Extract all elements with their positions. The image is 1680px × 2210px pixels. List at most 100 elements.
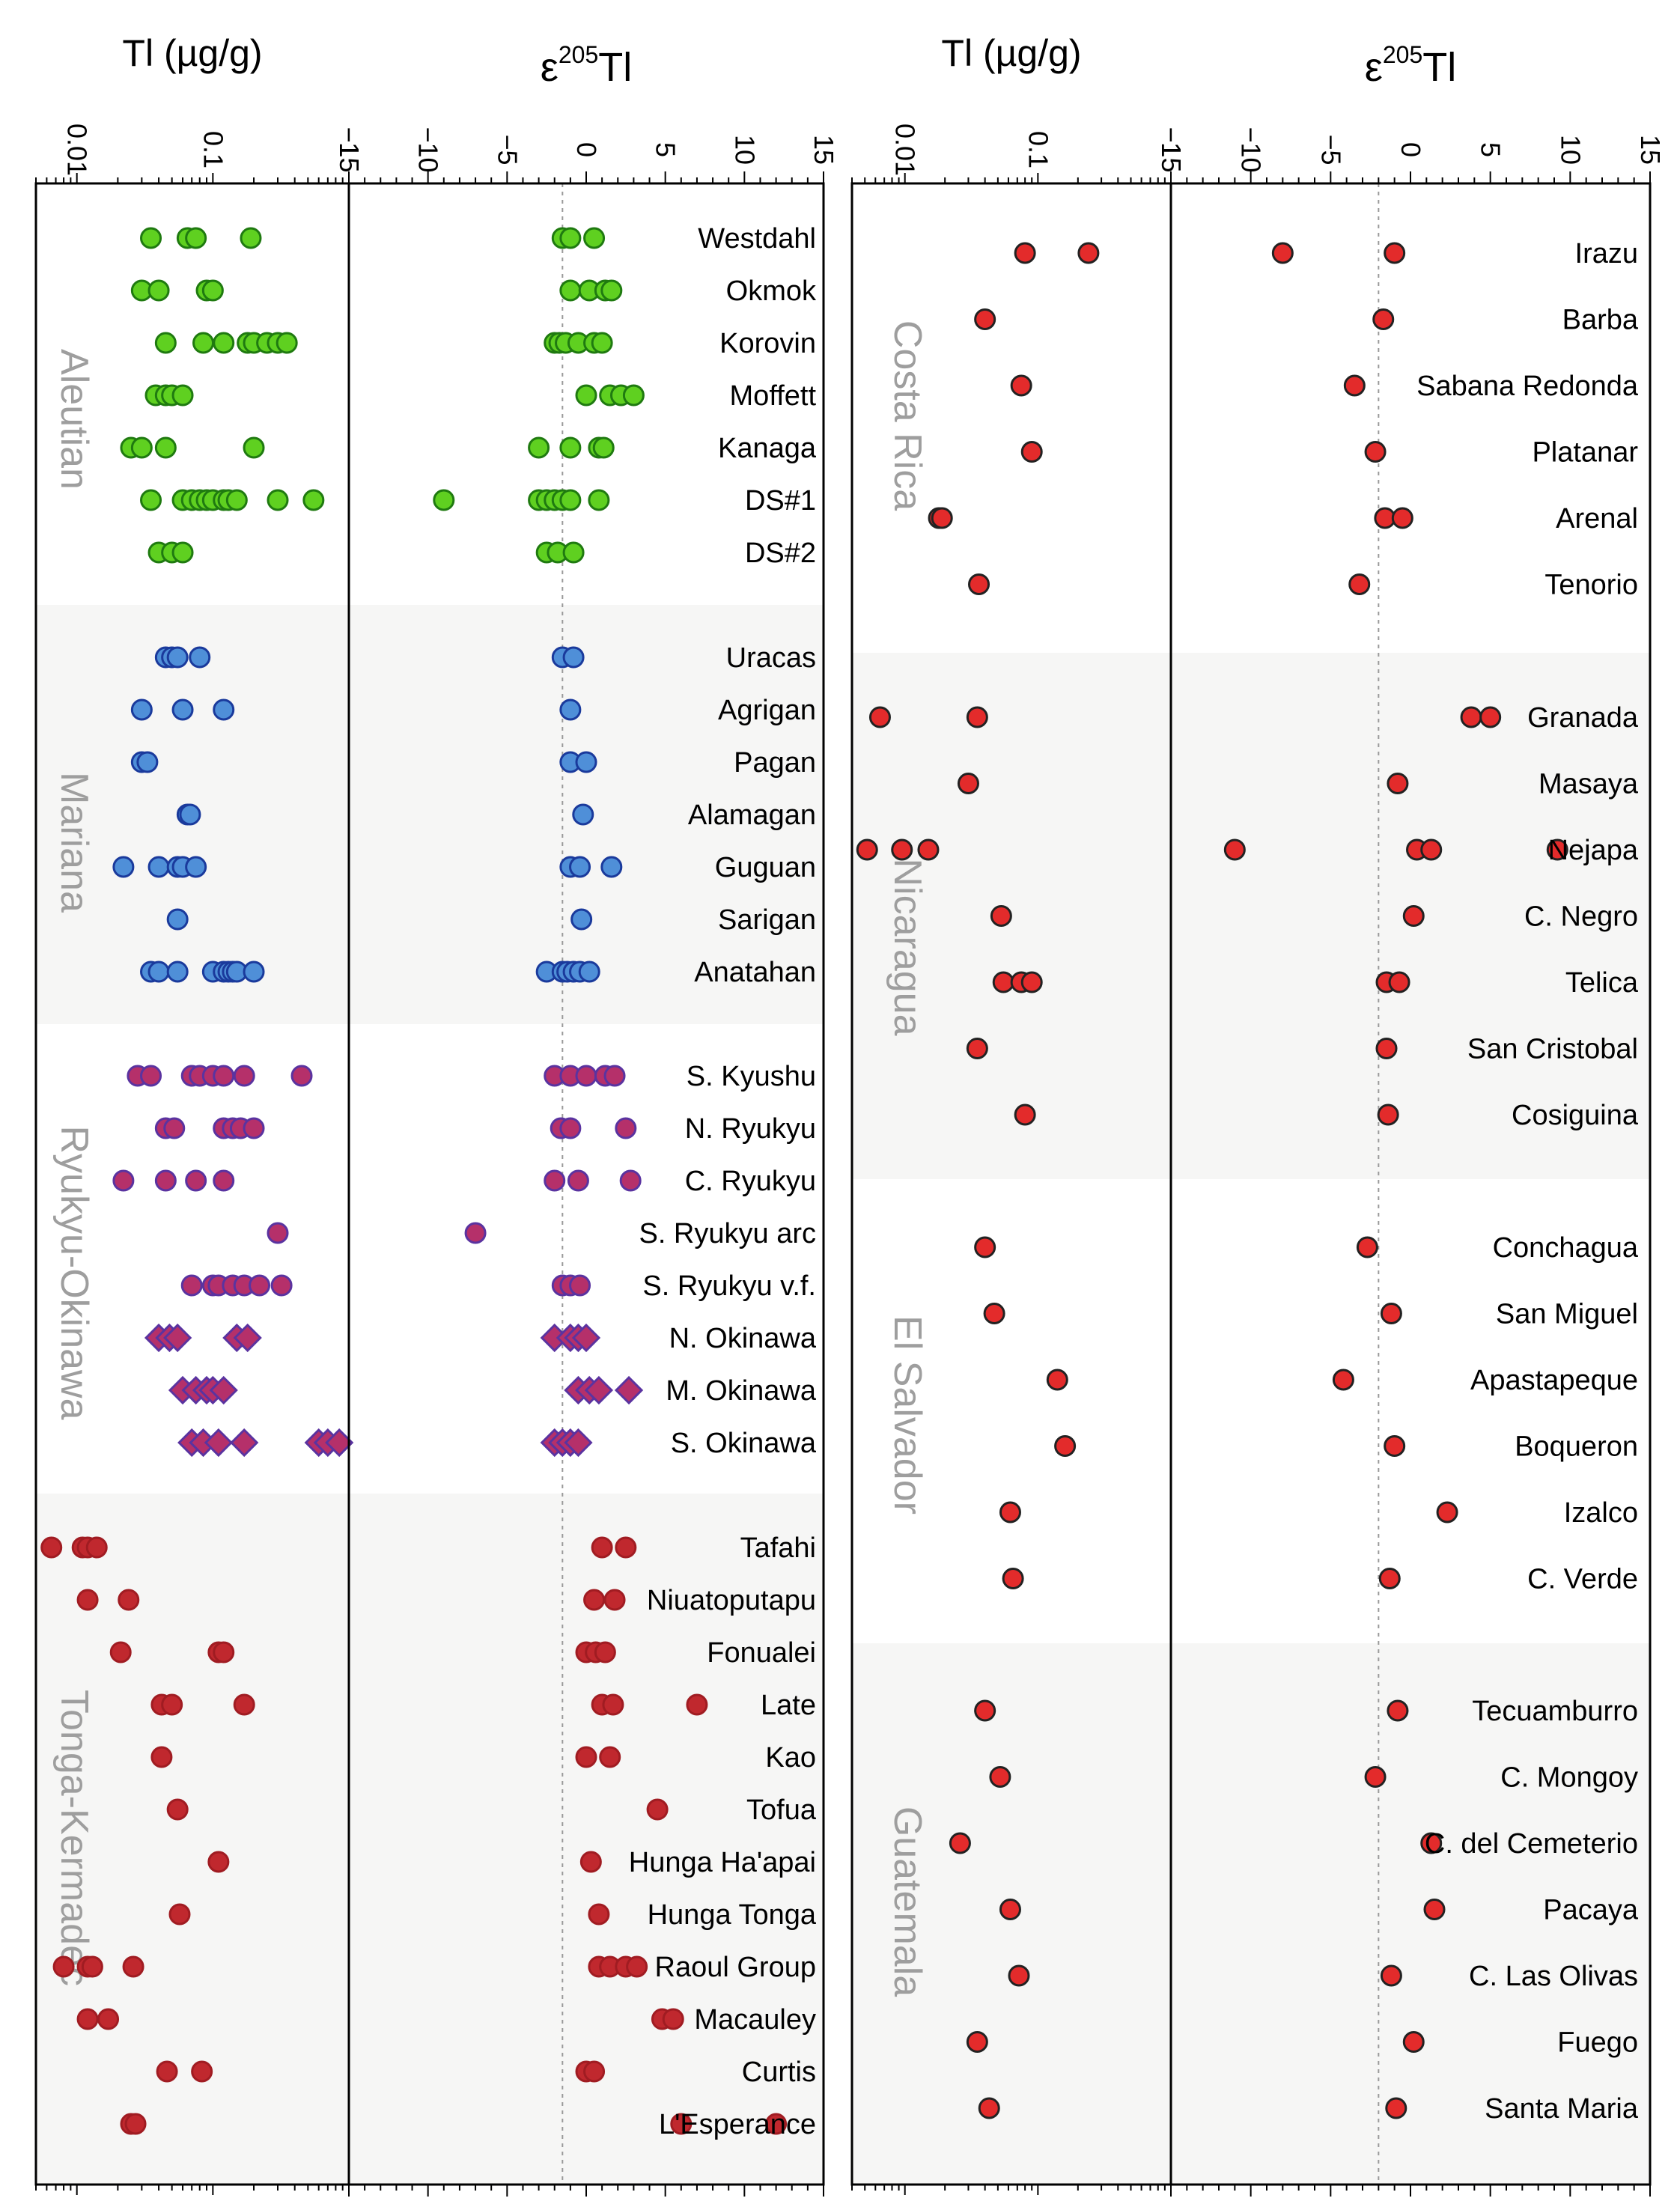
right-eps-tick-label: 5 [1476, 142, 1506, 157]
right-eps-tick-label: −5 [1315, 134, 1346, 165]
point-eps-kao [575, 1746, 597, 1768]
point-eps-moffett [575, 384, 597, 407]
volcano-korovin: Korovin [154, 328, 816, 359]
volcano-label-s-kyushu: S. Kyushu [687, 1061, 816, 1092]
point-tl-tafahi [85, 1536, 108, 1559]
volcano-san-miguel: San Miguel [983, 1299, 1638, 1330]
left-eps-tick-label: 5 [651, 142, 681, 157]
volcano-conchagua: Conchagua [974, 1232, 1639, 1264]
point-tl-ds-1 [267, 489, 289, 511]
volcano-label-tecuamburro: Tecuamburro [1472, 1696, 1638, 1727]
volcano-kanaga: Kanaga [120, 433, 817, 464]
volcano-agrigan: Agrigan [130, 695, 816, 726]
point-tl-tofua [166, 1798, 189, 1821]
point-eps-okmok [600, 279, 623, 302]
point-eps-kanaga [592, 436, 615, 459]
point-tl-okmok [147, 279, 170, 302]
point-eps-santa-maria [1385, 2097, 1407, 2119]
left-tl-tick-label: 0.01 [62, 124, 93, 176]
point-tl-s-ryukyu-v-f [180, 1274, 203, 1297]
point-tl-fonualei [109, 1641, 132, 1663]
point-tl-guguan [185, 856, 207, 878]
point-eps-fonualei [594, 1641, 616, 1663]
point-tl-pacaya [999, 1899, 1021, 1920]
volcano-barba: Barba [974, 305, 1639, 336]
point-eps-guguan [600, 856, 623, 878]
point-tl-kanaga [154, 436, 177, 459]
volcano-label-ds-1: DS#1 [745, 485, 816, 517]
volcano-label-santa-maria: Santa Maria [1485, 2093, 1639, 2125]
volcano-granada: Granada [868, 702, 1639, 734]
point-eps-hunga-ha-apai [579, 1851, 602, 1873]
point-eps-s-ryukyu-v-f [569, 1274, 591, 1297]
volcano-apastapeque: Apastapeque [1046, 1365, 1638, 1396]
point-tl-anatahan [166, 961, 189, 983]
left-group-shade-0 [36, 605, 824, 1024]
group-guatemala: Guatemala Tecuamburro C. Mongoy C. del Ceme… [886, 1696, 1639, 2125]
volcano-label-n-ryukyu: N. Ryukyu [685, 1113, 816, 1145]
point-eps-korovin [591, 332, 613, 354]
group-mariana: Mariana Uracas Agrigan Pagan Alamagan Guguan S… [52, 642, 816, 988]
point-tl-korovin [213, 332, 235, 354]
point-eps-cosiguina [1377, 1104, 1399, 1126]
volcano-cosiguina: Cosiguina [1014, 1100, 1639, 1131]
right-eps-tick-label: 15 [1635, 135, 1666, 165]
volcano-pagan: Pagan [130, 747, 816, 779]
point-tl-m-okinawa [209, 1375, 238, 1405]
point-eps-masaya [1387, 773, 1409, 794]
volcano-label-s-okinawa: S. Okinawa [671, 1428, 817, 1459]
volcano-curtis: Curtis [156, 2057, 816, 2088]
volcano-label-san-miguel: San Miguel [1496, 1299, 1638, 1330]
volcano-ds-1: DS#1 [140, 485, 816, 517]
point-eps-c-negro [1402, 905, 1425, 927]
point-tl-raoul-group [52, 1955, 75, 1978]
point-eps-conchagua [1356, 1236, 1378, 1258]
point-eps-niuatoputapu [603, 1589, 626, 1611]
volcano-label-nejapa: Nejapa [1548, 835, 1639, 866]
volcano-macauley: Macauley [76, 2004, 816, 2036]
point-tl-tafahi [40, 1536, 63, 1559]
volcano-moffett: Moffett [144, 380, 816, 412]
point-eps-l-esperance [765, 2113, 788, 2135]
point-tl-alamagan [179, 803, 201, 826]
point-tl-guguan [147, 856, 170, 878]
point-eps-irazu [1271, 242, 1294, 264]
point-tl-curtis [156, 2060, 178, 2083]
volcano-label-barba: Barba [1562, 305, 1639, 336]
point-tl-granada [868, 706, 891, 728]
point-eps-tenorio [1348, 573, 1371, 595]
point-tl-westdahl [140, 227, 162, 249]
volcano-westdahl: Westdahl [140, 223, 816, 255]
point-tl-c-las-olivas [1008, 1964, 1030, 1987]
point-eps-c-mongoy [1364, 1766, 1387, 1788]
point-tl-boqueron [1054, 1435, 1077, 1457]
volcano-label-arenal: Arenal [1556, 503, 1638, 535]
volcano-label-masaya: Masaya [1539, 769, 1639, 800]
left-panel: 0.01 0.1 1−15 −10 −5 0 5 10 15 Tl (µg/g) ε205Tl Ale… [34, 32, 839, 2197]
point-tl-ds-1 [140, 489, 162, 511]
point-eps-tafahi [591, 1536, 613, 1559]
volcano-s-ryukyu-arc: S. Ryukyu arc [267, 1218, 816, 1249]
point-tl-hunga-ha-apai [207, 1851, 230, 1873]
point-eps-fuego [1402, 2031, 1425, 2053]
right-panel: 0.01 0.1 1−15 −10 −5 0 5 10 15 Tl (µg/g) ε205Tl Cos… [850, 32, 1666, 2197]
point-eps-uracas [562, 646, 585, 669]
point-tl-raoul-group [81, 1955, 103, 1978]
volcano-uracas: Uracas [154, 642, 816, 674]
point-tl-kanaga [243, 436, 265, 459]
group-costa-rica: Costa Rica Irazu Barba Sabana Redonda Platan… [886, 238, 1639, 601]
volcano-tafahi: Tafahi [40, 1532, 816, 1564]
volcano-label-c-ryukyu: C. Ryukyu [685, 1166, 816, 1197]
left-eps-tick-label: 10 [729, 135, 760, 165]
point-tl-fonualei [213, 1641, 235, 1663]
volcano-tofua: Tofua [166, 1795, 817, 1826]
point-tl-ds-2 [171, 541, 194, 564]
point-tl-ds-1 [302, 489, 325, 511]
point-tl-agrigan [171, 698, 194, 721]
point-eps-ds-2 [562, 541, 585, 564]
left-eps-tick-label: 15 [809, 135, 839, 165]
group-label-mariana: Mariana [52, 772, 96, 913]
point-tl-s-ryukyu-v-f [249, 1274, 271, 1297]
volcano-label-conchagua: Conchagua [1493, 1232, 1639, 1264]
point-tl-nejapa [891, 838, 913, 861]
